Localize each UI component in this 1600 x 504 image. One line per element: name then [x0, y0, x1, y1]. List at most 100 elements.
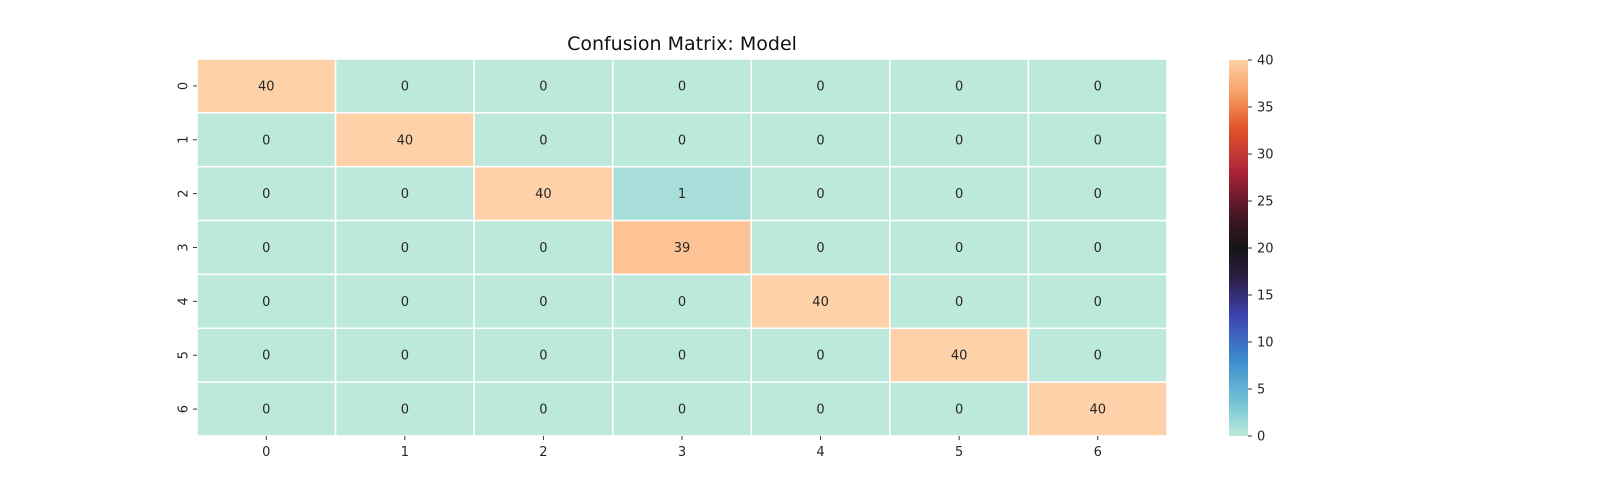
colorbar-tick-label-2: 10: [1257, 336, 1274, 351]
heatmap-cell-r6-c3: [611, 381, 753, 437]
cell-label-r0-c5: 0: [955, 79, 963, 94]
heatmap-cell-r1-c2: [473, 112, 614, 168]
colorbar-tick-label-0: 0: [1257, 430, 1265, 445]
heatmap-cell-r3-c0: [196, 219, 337, 276]
cell-label-r0-c6: 0: [1094, 79, 1102, 94]
heatmap-cell-r6-c2: [473, 381, 614, 437]
heatmap-cell-r2-c6: [1027, 165, 1168, 222]
cell-label-r0-c0: 40: [258, 79, 275, 94]
cell-label-r6-c2: 0: [539, 403, 547, 418]
cell-label-r4-c2: 0: [539, 295, 547, 310]
cell-label-r6-c1: 0: [401, 403, 409, 418]
cell-label-r4-c4: 40: [812, 295, 829, 310]
cell-label-r2-c5: 0: [955, 187, 963, 202]
cell-label-r5-c2: 0: [539, 349, 547, 364]
cell-label-r2-c3: 1: [678, 187, 686, 202]
chart-title: Confusion Matrix: Model: [567, 33, 797, 55]
cell-label-r2-c0: 0: [262, 187, 270, 202]
y-tick-label-1: 1: [177, 136, 192, 144]
heatmap-cell-r6-c4: [750, 381, 891, 437]
cell-label-r2-c1: 0: [401, 187, 409, 202]
cell-label-r4-c3: 0: [678, 295, 686, 310]
cell-label-r0-c1: 0: [401, 79, 409, 94]
y-tick-label-4: 4: [177, 297, 192, 305]
heatmap-cells: 40 0 0 0 0 0 0 0 40 0 0 0 0 0 0 0 40 1 0 0 0 0 0 0 39 0 0 0 0 0 0 0 40 0 0…: [196, 58, 1168, 437]
heatmap-cell-r6-c5: [889, 381, 1030, 437]
cell-label-r5-c5: 40: [951, 349, 968, 364]
cell-label-r3-c6: 0: [1094, 241, 1102, 256]
cell-label-r3-c4: 0: [816, 241, 824, 256]
cell-label-r2-c6: 0: [1094, 187, 1102, 202]
heatmap-cell-r6-c0: [196, 381, 337, 437]
heatmap-cell-r0-c0: [196, 58, 337, 114]
cell-label-r0-c2: 0: [539, 79, 547, 94]
cell-label-r6-c5: 0: [955, 403, 963, 418]
cell-label-r5-c1: 0: [401, 349, 409, 364]
heatmap-cell-r5-c6: [1027, 327, 1168, 383]
x-axis: 0 1 2 3 4 5 6: [262, 436, 1102, 460]
heatmap-cell-r2-c3: [611, 165, 753, 222]
y-tick-label-2: 2: [177, 190, 192, 198]
x-tick-label-3: 3: [678, 445, 686, 460]
cell-label-r1-c5: 0: [955, 133, 963, 148]
x-tick-label-4: 4: [816, 445, 824, 460]
heatmap-cell-r4-c2: [473, 273, 614, 330]
cell-label-r3-c3: 39: [674, 241, 691, 256]
cell-label-r4-c5: 0: [955, 295, 963, 310]
heatmap-cell-r5-c3: [611, 327, 753, 383]
cell-label-r1-c6: 0: [1094, 133, 1102, 148]
cell-label-r5-c3: 0: [678, 349, 686, 364]
heatmap-cell-r5-c4: [750, 327, 891, 383]
heatmap-cell-r3-c5: [889, 219, 1030, 276]
colorbar-tick-label-7: 35: [1257, 101, 1274, 116]
heatmap-cell-r3-c6: [1027, 219, 1168, 276]
cell-label-r4-c6: 0: [1094, 295, 1102, 310]
cell-label-r6-c4: 0: [816, 403, 824, 418]
colorbar-tick-label-1: 5: [1257, 383, 1265, 398]
y-tick-label-6: 6: [177, 405, 192, 413]
x-tick-label-0: 0: [262, 445, 270, 460]
heatmap-cell-r1-c4: [750, 112, 891, 168]
heatmap-cell-r4-c0: [196, 273, 337, 330]
cell-label-r6-c0: 0: [262, 403, 270, 418]
heatmap-cell-r0-c1: [334, 58, 475, 114]
cell-label-r1-c3: 0: [678, 133, 686, 148]
colorbar-tick-label-8: 40: [1257, 54, 1274, 69]
colorbar-tick-label-3: 15: [1257, 289, 1274, 304]
y-axis: 0 1 2 3 4 5 6: [177, 82, 197, 413]
heatmap-cell-r6-c6: [1027, 381, 1168, 437]
y-tick-label-5: 5: [177, 351, 192, 359]
cell-label-r5-c4: 0: [816, 349, 824, 364]
cell-label-r1-c1: 40: [397, 133, 414, 148]
heatmap-cell-r3-c3: [611, 219, 753, 276]
y-tick-label-0: 0: [177, 82, 192, 90]
cell-label-r1-c2: 0: [539, 133, 547, 148]
cell-label-r0-c4: 0: [816, 79, 824, 94]
cell-label-r3-c5: 0: [955, 241, 963, 256]
y-tick-label-3: 3: [177, 243, 192, 251]
heatmap-cell-r2-c5: [889, 165, 1030, 222]
colorbar: 0 5 10 15 20 25 30 35 40: [1229, 54, 1274, 445]
heatmap-cell-r1-c6: [1027, 112, 1168, 168]
cell-label-r4-c0: 0: [262, 295, 270, 310]
x-tick-label-5: 5: [955, 445, 963, 460]
heatmap-cell-r2-c1: [334, 165, 475, 222]
heatmap-cell-r0-c2: [473, 58, 614, 114]
cell-label-r3-c2: 0: [539, 241, 547, 256]
heatmap-cell-r2-c4: [750, 165, 891, 222]
x-tick-label-1: 1: [401, 445, 409, 460]
cell-label-r4-c1: 0: [401, 295, 409, 310]
x-tick-label-2: 2: [539, 445, 547, 460]
x-tick-label-6: 6: [1094, 445, 1102, 460]
cell-label-r1-c0: 0: [262, 133, 270, 148]
cell-label-r2-c2: 40: [535, 187, 552, 202]
cell-label-r3-c1: 0: [401, 241, 409, 256]
colorbar-tick-label-5: 25: [1257, 195, 1274, 210]
colorbar-tick-label-6: 30: [1257, 148, 1274, 163]
heatmap-cell-r5-c1: [334, 327, 475, 383]
heatmap-cell-r0-c5: [889, 58, 1030, 114]
cell-label-r3-c0: 0: [262, 241, 270, 256]
heatmap-cell-r5-c0: [196, 327, 337, 383]
